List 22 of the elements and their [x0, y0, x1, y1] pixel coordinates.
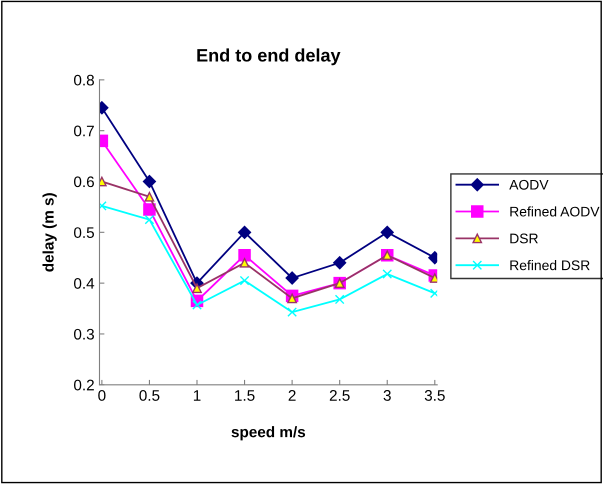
- y-tick-label: 0.5: [74, 227, 94, 238]
- legend-label: AODV: [509, 180, 549, 190]
- y-tick-label: 0.3: [74, 328, 94, 340]
- legend-label: Refined AODV: [510, 206, 600, 217]
- chart-title: End to end delay: [197, 48, 340, 66]
- y-tick-label: 0.6: [74, 176, 94, 188]
- y-axis-title: delay (m s): [42, 193, 57, 272]
- x-tick-label: 3.5: [424, 390, 445, 401]
- x-tick-label: 0.5: [139, 390, 160, 401]
- x-tick-label: 1.5: [235, 390, 255, 401]
- x-tick-label: 3: [384, 390, 391, 401]
- y-tick-label: 0.4: [74, 278, 94, 289]
- y-tick-label: 0.2: [74, 380, 94, 390]
- y-tick-label: 0.7: [74, 126, 94, 136]
- x-axis-title: speed m/s: [232, 426, 306, 440]
- x-tick-label: 1: [194, 390, 200, 401]
- y-tick-label: 0.8: [74, 74, 94, 86]
- legend-label: Refined DSR: [510, 260, 590, 270]
- x-tick-label: 0: [98, 390, 106, 401]
- x-tick-label: 2.5: [330, 390, 350, 401]
- legend-label: DSR: [510, 234, 538, 244]
- x-tick-label: 2: [288, 390, 296, 401]
